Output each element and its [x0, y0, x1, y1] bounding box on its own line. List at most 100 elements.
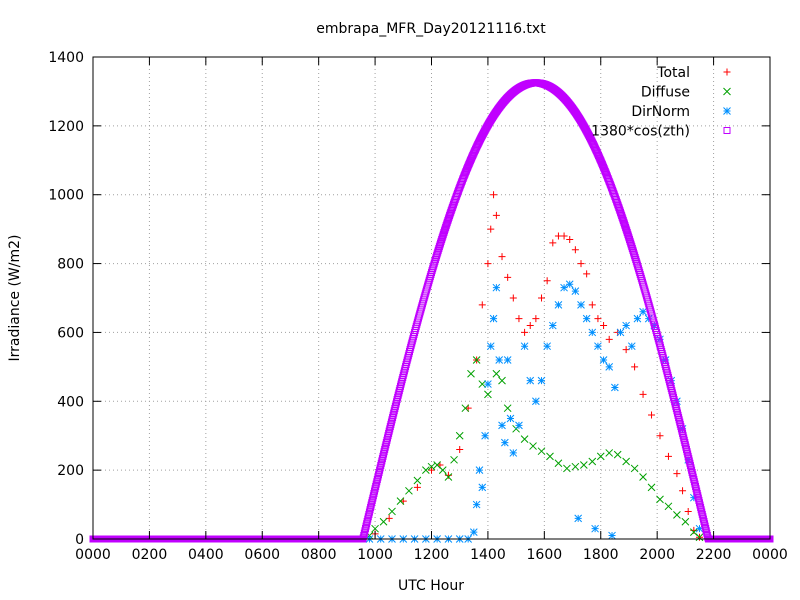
x-axis-label: UTC Hour: [398, 578, 464, 594]
series-0: [371, 191, 703, 541]
cos-zth-point: [697, 503, 705, 511]
data-point: [695, 524, 704, 533]
cos-zth-point: [360, 531, 368, 539]
cos-zth-point: [374, 471, 382, 479]
cos-zth-point: [668, 387, 676, 395]
data-point: [486, 342, 495, 351]
cos-zth-point: [683, 445, 691, 453]
data-point: [515, 315, 523, 323]
y-axis-label: Irradiance (W/m2): [7, 235, 23, 362]
data-point: [639, 473, 647, 481]
cos-zth-point: [371, 487, 379, 495]
cos-zth-point: [672, 402, 680, 410]
cos-zth-point: [663, 367, 671, 375]
cos-zth-point: [624, 230, 632, 238]
cos-zth-point: [702, 524, 710, 532]
cos-zth-point: [376, 466, 384, 474]
cos-zth-point: [389, 414, 397, 422]
data-point: [588, 457, 597, 466]
cos-zth-point: [363, 517, 371, 525]
cos-zth-point: [666, 380, 674, 388]
cos-zth-point: [675, 416, 683, 424]
cos-zth-point: [377, 459, 385, 467]
cos-zth-point: [699, 515, 707, 523]
cos-zth-point: [381, 443, 389, 451]
y-tick-label: 1000: [48, 188, 84, 204]
cos-zth-point: [663, 369, 671, 377]
cos-zth-point: [436, 241, 444, 249]
cos-zth-point: [435, 243, 443, 251]
data-point: [684, 507, 692, 515]
cos-zth-point: [361, 524, 369, 532]
data-point: [526, 376, 535, 385]
data-point: [422, 466, 430, 474]
cos-zth-point: [667, 382, 675, 390]
data-point: [582, 314, 591, 323]
data-point: [633, 314, 642, 323]
data-point: [521, 328, 529, 336]
legend-marker: [723, 68, 731, 76]
legend-marker: [723, 107, 731, 115]
cos-zth-point: [373, 478, 381, 486]
data-point: [503, 404, 512, 413]
cos-zth-point: [382, 441, 390, 449]
cos-zth-point: [389, 411, 397, 419]
data-point: [428, 466, 435, 474]
data-point: [627, 342, 636, 351]
cos-zth-point: [698, 508, 706, 516]
data-point: [413, 483, 421, 491]
cos-zth-point: [701, 522, 709, 530]
cos-zth-point: [387, 420, 395, 428]
data-point: [673, 511, 681, 519]
data-point: [648, 411, 656, 419]
legend-label: Diffuse: [641, 85, 690, 101]
cos-zth-point: [697, 506, 705, 514]
data-point: [681, 517, 690, 526]
data-point: [548, 321, 557, 330]
data-point: [622, 457, 630, 466]
cos-zth-point: [362, 522, 370, 530]
legend-label: Total: [656, 65, 690, 81]
data-point: [560, 283, 568, 292]
data-point: [599, 356, 608, 364]
cos-zth-point: [692, 482, 700, 490]
data-point: [478, 301, 486, 309]
cos-zth-point: [680, 434, 688, 442]
cos-zth-point: [673, 409, 681, 417]
data-point: [427, 462, 436, 471]
cos-zth-point: [390, 409, 398, 417]
cos-zth-point: [384, 432, 392, 440]
cos-zth-point: [386, 423, 394, 431]
y-tick-label: 200: [57, 463, 84, 479]
cos-zth-point: [695, 496, 703, 504]
cos-zth-point: [368, 499, 376, 507]
data-point: [608, 531, 616, 540]
cos-zth-point: [399, 373, 407, 381]
cos-zth-point: [685, 457, 693, 465]
cos-zth-point: [385, 427, 393, 435]
data-point: [515, 421, 523, 430]
cos-zth-point: [696, 501, 704, 509]
cos-zth-point: [378, 457, 386, 465]
cos-zth-point: [662, 363, 670, 371]
data-point: [503, 356, 512, 364]
data-point: [554, 301, 563, 309]
cos-zth-point: [361, 527, 369, 535]
data-point: [605, 449, 614, 457]
data-point: [450, 455, 458, 464]
data-point: [538, 294, 546, 302]
cos-zth-point: [691, 480, 699, 488]
cos-zth-point: [437, 237, 445, 245]
data-point: [492, 369, 501, 378]
data-point: [588, 301, 596, 309]
cos-zth-point: [678, 427, 686, 435]
cos-zth-point: [677, 423, 685, 431]
data-point: [613, 450, 622, 459]
cos-zth-point: [365, 508, 373, 516]
data-point: [495, 356, 504, 364]
cos-zth-point: [387, 418, 395, 426]
data-point: [529, 442, 537, 450]
data-point: [413, 476, 422, 485]
cos-zth-point: [400, 367, 408, 375]
cos-zth-point: [693, 489, 701, 497]
